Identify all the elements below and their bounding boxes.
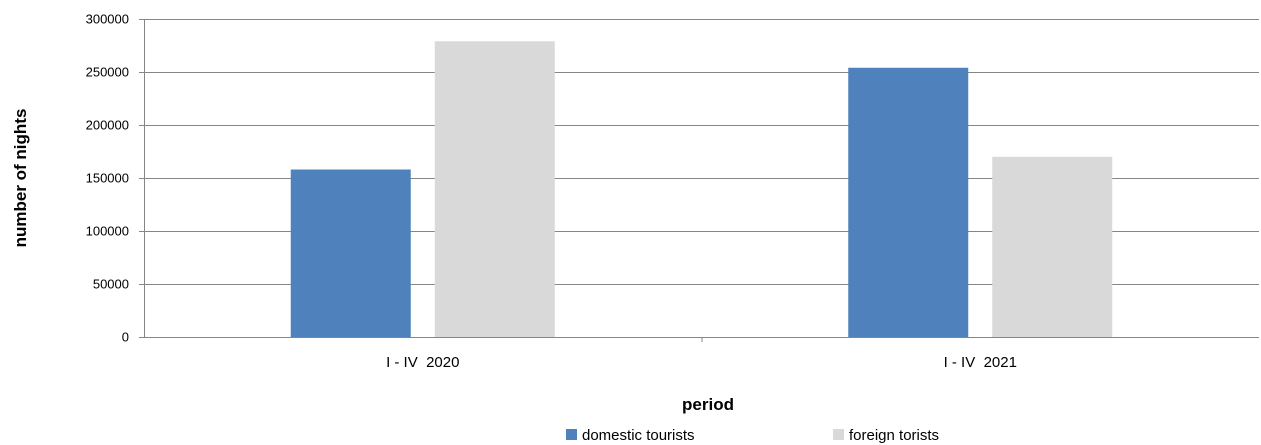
y-tick-label: 0 — [122, 330, 129, 345]
y-tick-label: 250000 — [86, 65, 129, 80]
x-axis-title: period — [682, 395, 734, 414]
y-tick-label: 300000 — [86, 12, 129, 27]
bars — [290, 41, 1113, 337]
x-tick-labels: I - IV 2020 I - IV 2021 — [386, 354, 1017, 371]
bar-foreign-torists-1 — [992, 156, 1113, 337]
y-tick-label: 200000 — [86, 118, 129, 133]
x-tick-label: I - IV 2020 — [386, 354, 459, 371]
legend-swatch — [566, 429, 577, 440]
legend-swatch — [833, 429, 844, 440]
x-tick-label: I - IV 2021 — [944, 354, 1017, 371]
legend: domestic tourists foreign torists — [566, 427, 939, 444]
y-tick-label: 150000 — [86, 171, 129, 186]
y-tick-label: 50000 — [93, 277, 129, 292]
bar-domestic-tourists-1 — [848, 67, 969, 337]
y-axis-title: number of nights — [11, 109, 30, 248]
bar-domestic-tourists-0 — [290, 169, 411, 337]
y-tick-label: 100000 — [86, 224, 129, 239]
legend-label: domestic tourists — [582, 427, 695, 444]
bar-foreign-torists-0 — [434, 41, 555, 337]
y-tick-labels: 0 50000 100000 150000 200000 250000 300000 — [86, 12, 129, 345]
legend-label: foreign torists — [849, 427, 939, 444]
